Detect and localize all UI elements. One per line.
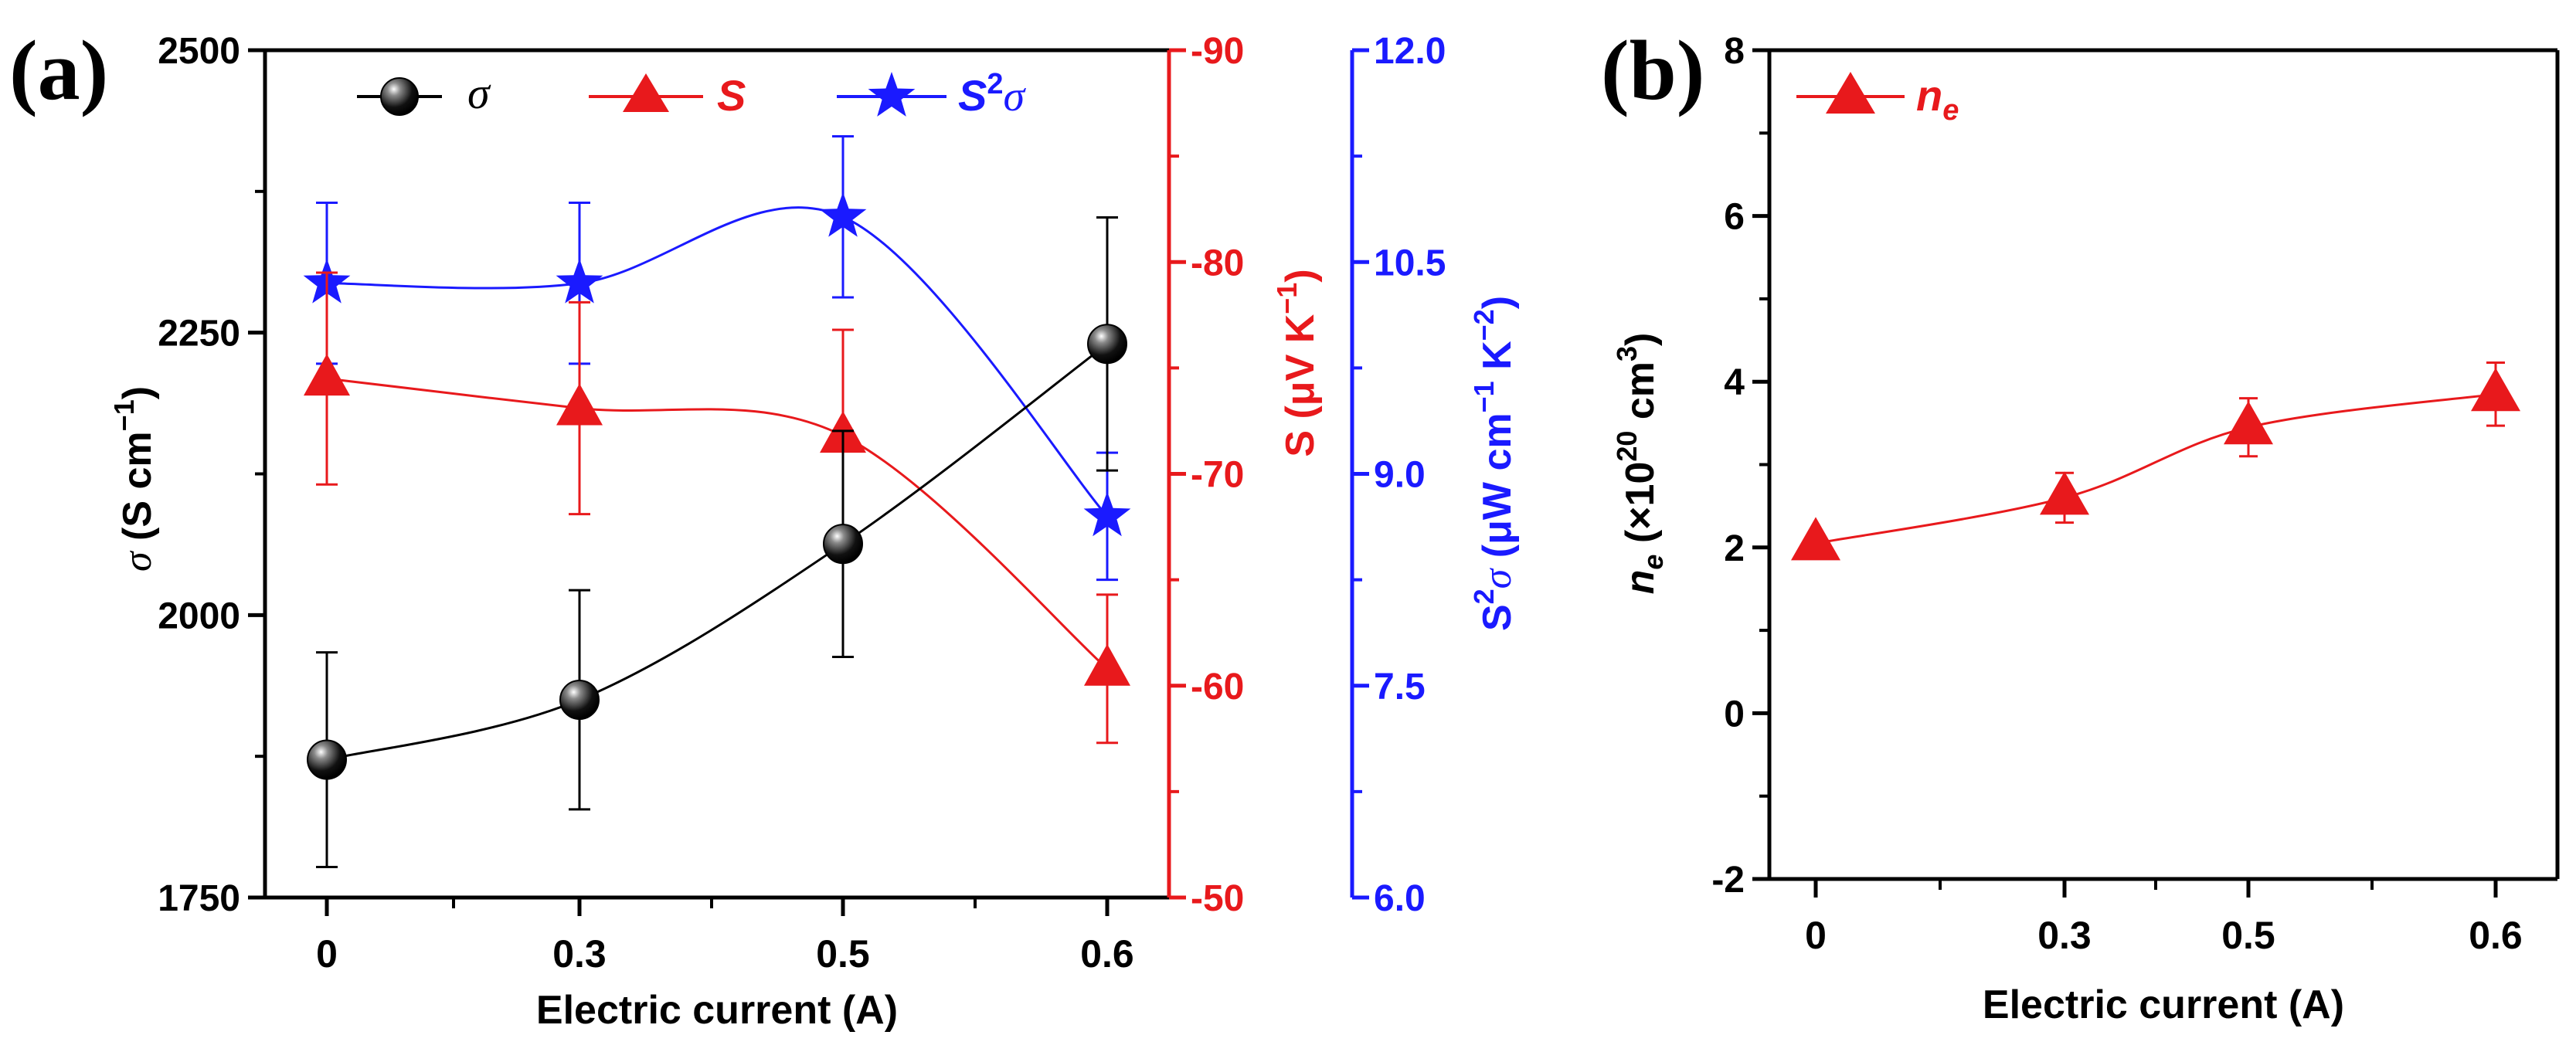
data-point (2040, 471, 2089, 515)
data-point (559, 680, 600, 721)
left-tick-label: 2500 (158, 31, 240, 72)
data-point (556, 258, 603, 304)
x-tick-label: 0.3 (552, 932, 607, 976)
x-tick-label: 0.5 (816, 932, 870, 976)
s-tick-label: -90 (1191, 31, 1244, 72)
data-point (2224, 401, 2273, 445)
plot-b-x-axis-title: Electric current (A) (1983, 982, 2344, 1027)
legend-ne-marker (1826, 72, 1875, 114)
y-tick-label: 6 (1724, 197, 1745, 238)
data-point (819, 192, 867, 237)
s-tick-label: -60 (1191, 667, 1244, 708)
x-tick-label: 0 (316, 932, 338, 976)
x-tick-label: 0.3 (2037, 914, 2092, 957)
data-point (1084, 643, 1130, 686)
panel-b-label: (b) (1601, 23, 1704, 117)
panel-a-label: (a) (9, 23, 108, 117)
plot-b-y-ticks: -2 0 2 4 6 8 (1711, 31, 1769, 901)
legend-s-marker (623, 73, 669, 112)
legend-sigma-label: σ (467, 68, 491, 118)
legend-entry-sigma: σ (357, 68, 491, 118)
panel-b: (b) 0 0.3 0.5 0.6 -2 0 2 4 6 8 Electric current … (1601, 23, 2560, 1027)
legend-s-label: S (717, 71, 746, 120)
y-tick-label: 4 (1724, 362, 1745, 403)
series-line (326, 343, 1108, 762)
plot-a-x-axis-title: Electric current (A) (536, 988, 898, 1033)
plot-a-s-axis-title: S (μV K−1) (1271, 269, 1323, 456)
s-tick-label: -80 (1191, 243, 1244, 283)
x-tick-label: 0.5 (2221, 914, 2275, 957)
y-tick-label: 0 (1724, 694, 1745, 735)
data-point (823, 524, 863, 565)
data-point (304, 354, 350, 396)
plot-a-left-ticks: 1750 2000 2250 2500 (158, 31, 265, 919)
data-point (2471, 368, 2520, 412)
plot-b-x-ticks: 0 0.3 0.5 0.6 (1805, 879, 2523, 957)
data-point (1791, 517, 1840, 561)
plot-a-pf-ticks: 6.0 7.5 9.0 10.5 12.0 (1352, 31, 1446, 919)
legend-ne-label: ne (1916, 71, 1959, 127)
y-tick-label: -2 (1711, 860, 1745, 901)
series-ne (1791, 361, 2520, 561)
series-sigma (307, 215, 1127, 869)
left-tick-label: 2250 (158, 314, 240, 355)
legend-sigma-marker (380, 77, 419, 116)
plot-a-s-ticks: -50 -60 -70 -80 -90 (1169, 31, 1244, 919)
panel-a: (a) 0 0.3 0.5 0.6 1750 2000 2250 2500 -50 -60 -7… (9, 23, 1520, 1033)
data-point (1087, 324, 1127, 365)
legend-pf-label: S2σ (958, 68, 1027, 120)
pf-tick-label: 12.0 (1374, 31, 1446, 72)
data-point (307, 739, 347, 780)
left-tick-label: 2000 (158, 596, 240, 636)
pf-tick-label: 10.5 (1374, 243, 1446, 283)
pf-tick-label: 6.0 (1374, 878, 1426, 919)
y-tick-label: 2 (1724, 528, 1745, 569)
s-tick-label: -70 (1191, 455, 1244, 496)
series-s2sigma (303, 135, 1131, 582)
pf-tick-label: 7.5 (1374, 667, 1426, 708)
left-tick-label: 1750 (158, 878, 240, 919)
plot-b-y-axis-title: ne (×1020 cm3) (1611, 333, 1669, 595)
series-line (326, 377, 1108, 670)
data-point (556, 383, 603, 426)
x-tick-label: 0.6 (1080, 932, 1134, 976)
legend-entry-seebeck: S (589, 71, 746, 120)
s-tick-label: -50 (1191, 878, 1244, 919)
series-line (326, 206, 1109, 518)
plot-b-legend: ne (1796, 71, 1959, 127)
plot-a-pf-axis-title: S2σ (μW cm−1 K−2) (1468, 296, 1520, 631)
series-line (1815, 392, 2496, 545)
data-point (1083, 491, 1131, 537)
series-seebeck (304, 271, 1130, 745)
plot-a-legend: σ S S2σ (357, 68, 1027, 120)
plot-a-left-axis-title: σ (S cm−1) (108, 386, 160, 572)
plot-a-x-ticks: 0 0.3 0.5 0.6 (316, 898, 1134, 976)
x-tick-label: 0.6 (2469, 914, 2523, 957)
pf-tick-label: 9.0 (1374, 455, 1426, 496)
legend-pf-marker (868, 72, 916, 117)
legend-entry-s2sigma: S2σ (837, 68, 1027, 120)
y-tick-label: 8 (1724, 31, 1745, 72)
x-tick-label: 0 (1805, 914, 1827, 957)
